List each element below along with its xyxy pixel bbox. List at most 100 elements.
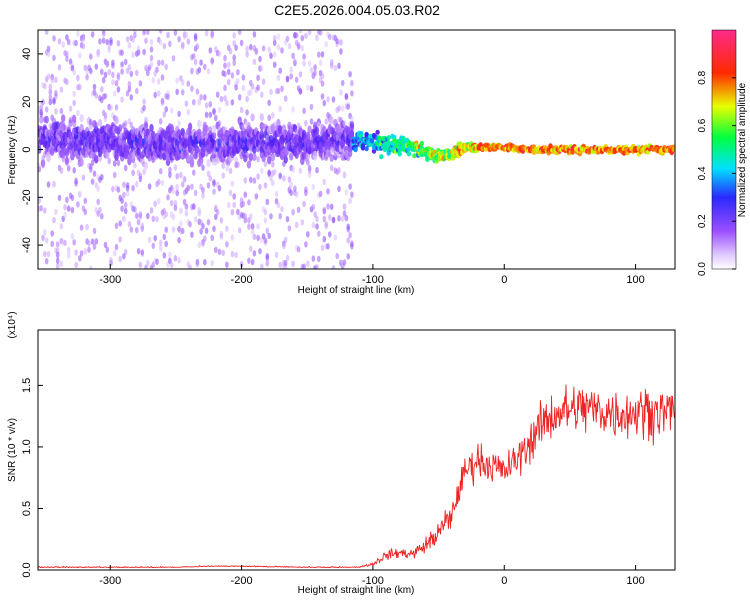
x-tick-label: 0 bbox=[501, 575, 507, 587]
spectrogram-noise-cell bbox=[160, 99, 165, 106]
spectrogram-noise-cell bbox=[175, 183, 179, 191]
spectrogram-noise-cell bbox=[171, 213, 176, 221]
spectrogram-noise-cell bbox=[302, 263, 306, 269]
spectrogram-noise-cell bbox=[206, 68, 211, 75]
spectrogram-noise-cell bbox=[120, 96, 124, 103]
spectrogram-noise-cell bbox=[180, 89, 185, 96]
spectrogram-noise-cell bbox=[306, 84, 310, 91]
y-tick-label: 0.0 bbox=[21, 562, 33, 577]
spectrogram-noise-cell bbox=[260, 128, 264, 136]
spectrogram-noise-cell bbox=[101, 30, 106, 37]
spectrogram-noise-cell bbox=[250, 228, 255, 235]
spectrogram-noise-cell bbox=[304, 120, 308, 127]
spectrogram-noise-cell bbox=[254, 47, 259, 55]
spectrogram-cell bbox=[165, 154, 171, 163]
spectrogram-noise-cell bbox=[318, 30, 323, 36]
spectrogram-noise-cell bbox=[283, 95, 288, 102]
spectrogram-noise-cell bbox=[135, 180, 139, 188]
spectrogram-noise-cell bbox=[249, 44, 253, 51]
spectrogram-noise-cell bbox=[153, 235, 157, 242]
spectrogram-noise-cell bbox=[280, 205, 284, 213]
spectrogram-noise-cell bbox=[114, 80, 119, 87]
spectrogram-noise-cell bbox=[328, 33, 332, 40]
colorbar-tick-label: 0.6 bbox=[697, 118, 708, 132]
spectrogram-noise-cell bbox=[214, 213, 218, 221]
spectrogram-noise-cell bbox=[125, 185, 130, 192]
spectrogram-noise-cell bbox=[234, 84, 238, 91]
spectrogram-noise-cell bbox=[269, 52, 273, 59]
spectrogram-cell bbox=[250, 113, 255, 122]
spectrogram-noise-cell bbox=[151, 76, 156, 84]
spectrogram-noise-cell bbox=[63, 204, 67, 211]
spectrogram-noise-cell bbox=[76, 109, 80, 117]
spectrogram-noise-cell bbox=[193, 35, 198, 42]
spectrogram-noise-cell bbox=[140, 225, 145, 232]
spectrogram-noise-cell bbox=[219, 233, 224, 240]
spectrogram-noise-cell bbox=[278, 105, 283, 113]
spectrogram-noise-cell bbox=[52, 217, 56, 224]
spectrogram-noise-cell bbox=[81, 43, 86, 50]
spectrogram-noise-cell bbox=[157, 59, 161, 67]
spectrogram-noise-cell bbox=[346, 237, 351, 244]
spectrogram-noise-cell bbox=[306, 159, 310, 166]
spectrogram-noise-cell bbox=[241, 200, 246, 208]
spectrogram-noise-cell bbox=[103, 92, 108, 100]
spectrogram-cell bbox=[289, 152, 294, 161]
spectrogram-noise-cell bbox=[90, 31, 95, 38]
spectrogram-noise-cell bbox=[318, 190, 323, 197]
spectrogram-noise-cell bbox=[339, 39, 343, 46]
spectrogram-noise-cell bbox=[96, 185, 100, 193]
spectrogram-noise-cell bbox=[127, 221, 132, 228]
spectrogram-noise-cell bbox=[114, 104, 119, 111]
spectrogram-noise-cell bbox=[239, 106, 244, 114]
spectrogram-noise-cell bbox=[43, 229, 47, 236]
spectrogram-noise-cell bbox=[140, 249, 145, 256]
x-tick-label: 0 bbox=[501, 274, 507, 286]
spectrogram-noise-cell bbox=[260, 91, 264, 98]
spectrogram-noise-cell bbox=[160, 59, 165, 66]
spectrogram-noise-cell bbox=[250, 83, 255, 90]
spectrogram-noise-cell bbox=[70, 194, 75, 201]
spectrogram-noise-cell bbox=[265, 227, 270, 234]
spectrogram-noise-cell bbox=[252, 177, 257, 184]
spectrogram-noise-cell bbox=[223, 62, 227, 69]
spectrogram-noise-cell bbox=[123, 201, 128, 209]
spectrogram-noise-cell bbox=[131, 184, 135, 192]
spectrogram-noise-cell bbox=[230, 72, 235, 79]
spectrogram-noise-cell bbox=[184, 210, 189, 217]
spectrogram-noise-cell bbox=[48, 98, 53, 106]
spectrogram-cell bbox=[375, 129, 380, 135]
spectrogram-noise-cell bbox=[320, 80, 325, 87]
spectrogram-noise-cell bbox=[116, 86, 121, 93]
spectrogram-noise-cell bbox=[158, 245, 163, 252]
spectrogram-noise-cell bbox=[335, 38, 340, 45]
spectrogram-cell bbox=[259, 113, 264, 122]
spectrogram-noise-cell bbox=[54, 76, 58, 84]
spectrogram-noise-cell bbox=[228, 189, 233, 197]
spectrogram-noise-cell bbox=[342, 210, 347, 217]
spectrogram-cell bbox=[189, 146, 195, 154]
spectrogram-noise-cell bbox=[249, 89, 253, 96]
spectrogram-noise-cell bbox=[109, 257, 113, 264]
spectrogram-noise-cell bbox=[252, 233, 257, 240]
spectrogram-cell bbox=[72, 114, 77, 123]
spectrogram-noise-cell bbox=[54, 208, 58, 216]
spectrogram-noise-cell bbox=[135, 69, 139, 77]
spectrogram-noise-cell bbox=[223, 84, 227, 92]
spectrogram-noise-cell bbox=[155, 66, 159, 73]
spectrogram-noise-cell bbox=[164, 106, 168, 113]
spectrogram-noise-cell bbox=[304, 32, 308, 39]
spectrogram-noise-cell bbox=[199, 59, 203, 66]
spectrogram-noise-cell bbox=[342, 120, 347, 127]
spectrogram-x-axis: -300 -200 -100 0 100 bbox=[99, 264, 645, 286]
spectrogram-noise-cell bbox=[276, 44, 281, 51]
spectrogram-cell bbox=[44, 115, 49, 124]
spectrogram-noise-cell bbox=[157, 90, 161, 97]
spectrogram-noise-cell bbox=[221, 249, 225, 256]
spectrogram-noise-cell bbox=[329, 59, 334, 66]
spectrogram-noise-cell bbox=[98, 119, 102, 127]
spectrogram-noise-cell bbox=[160, 179, 165, 187]
spectrogram-cell bbox=[147, 153, 152, 162]
spectrogram-noise-cell bbox=[320, 72, 325, 80]
spectrogram-noise-cell bbox=[208, 126, 213, 133]
